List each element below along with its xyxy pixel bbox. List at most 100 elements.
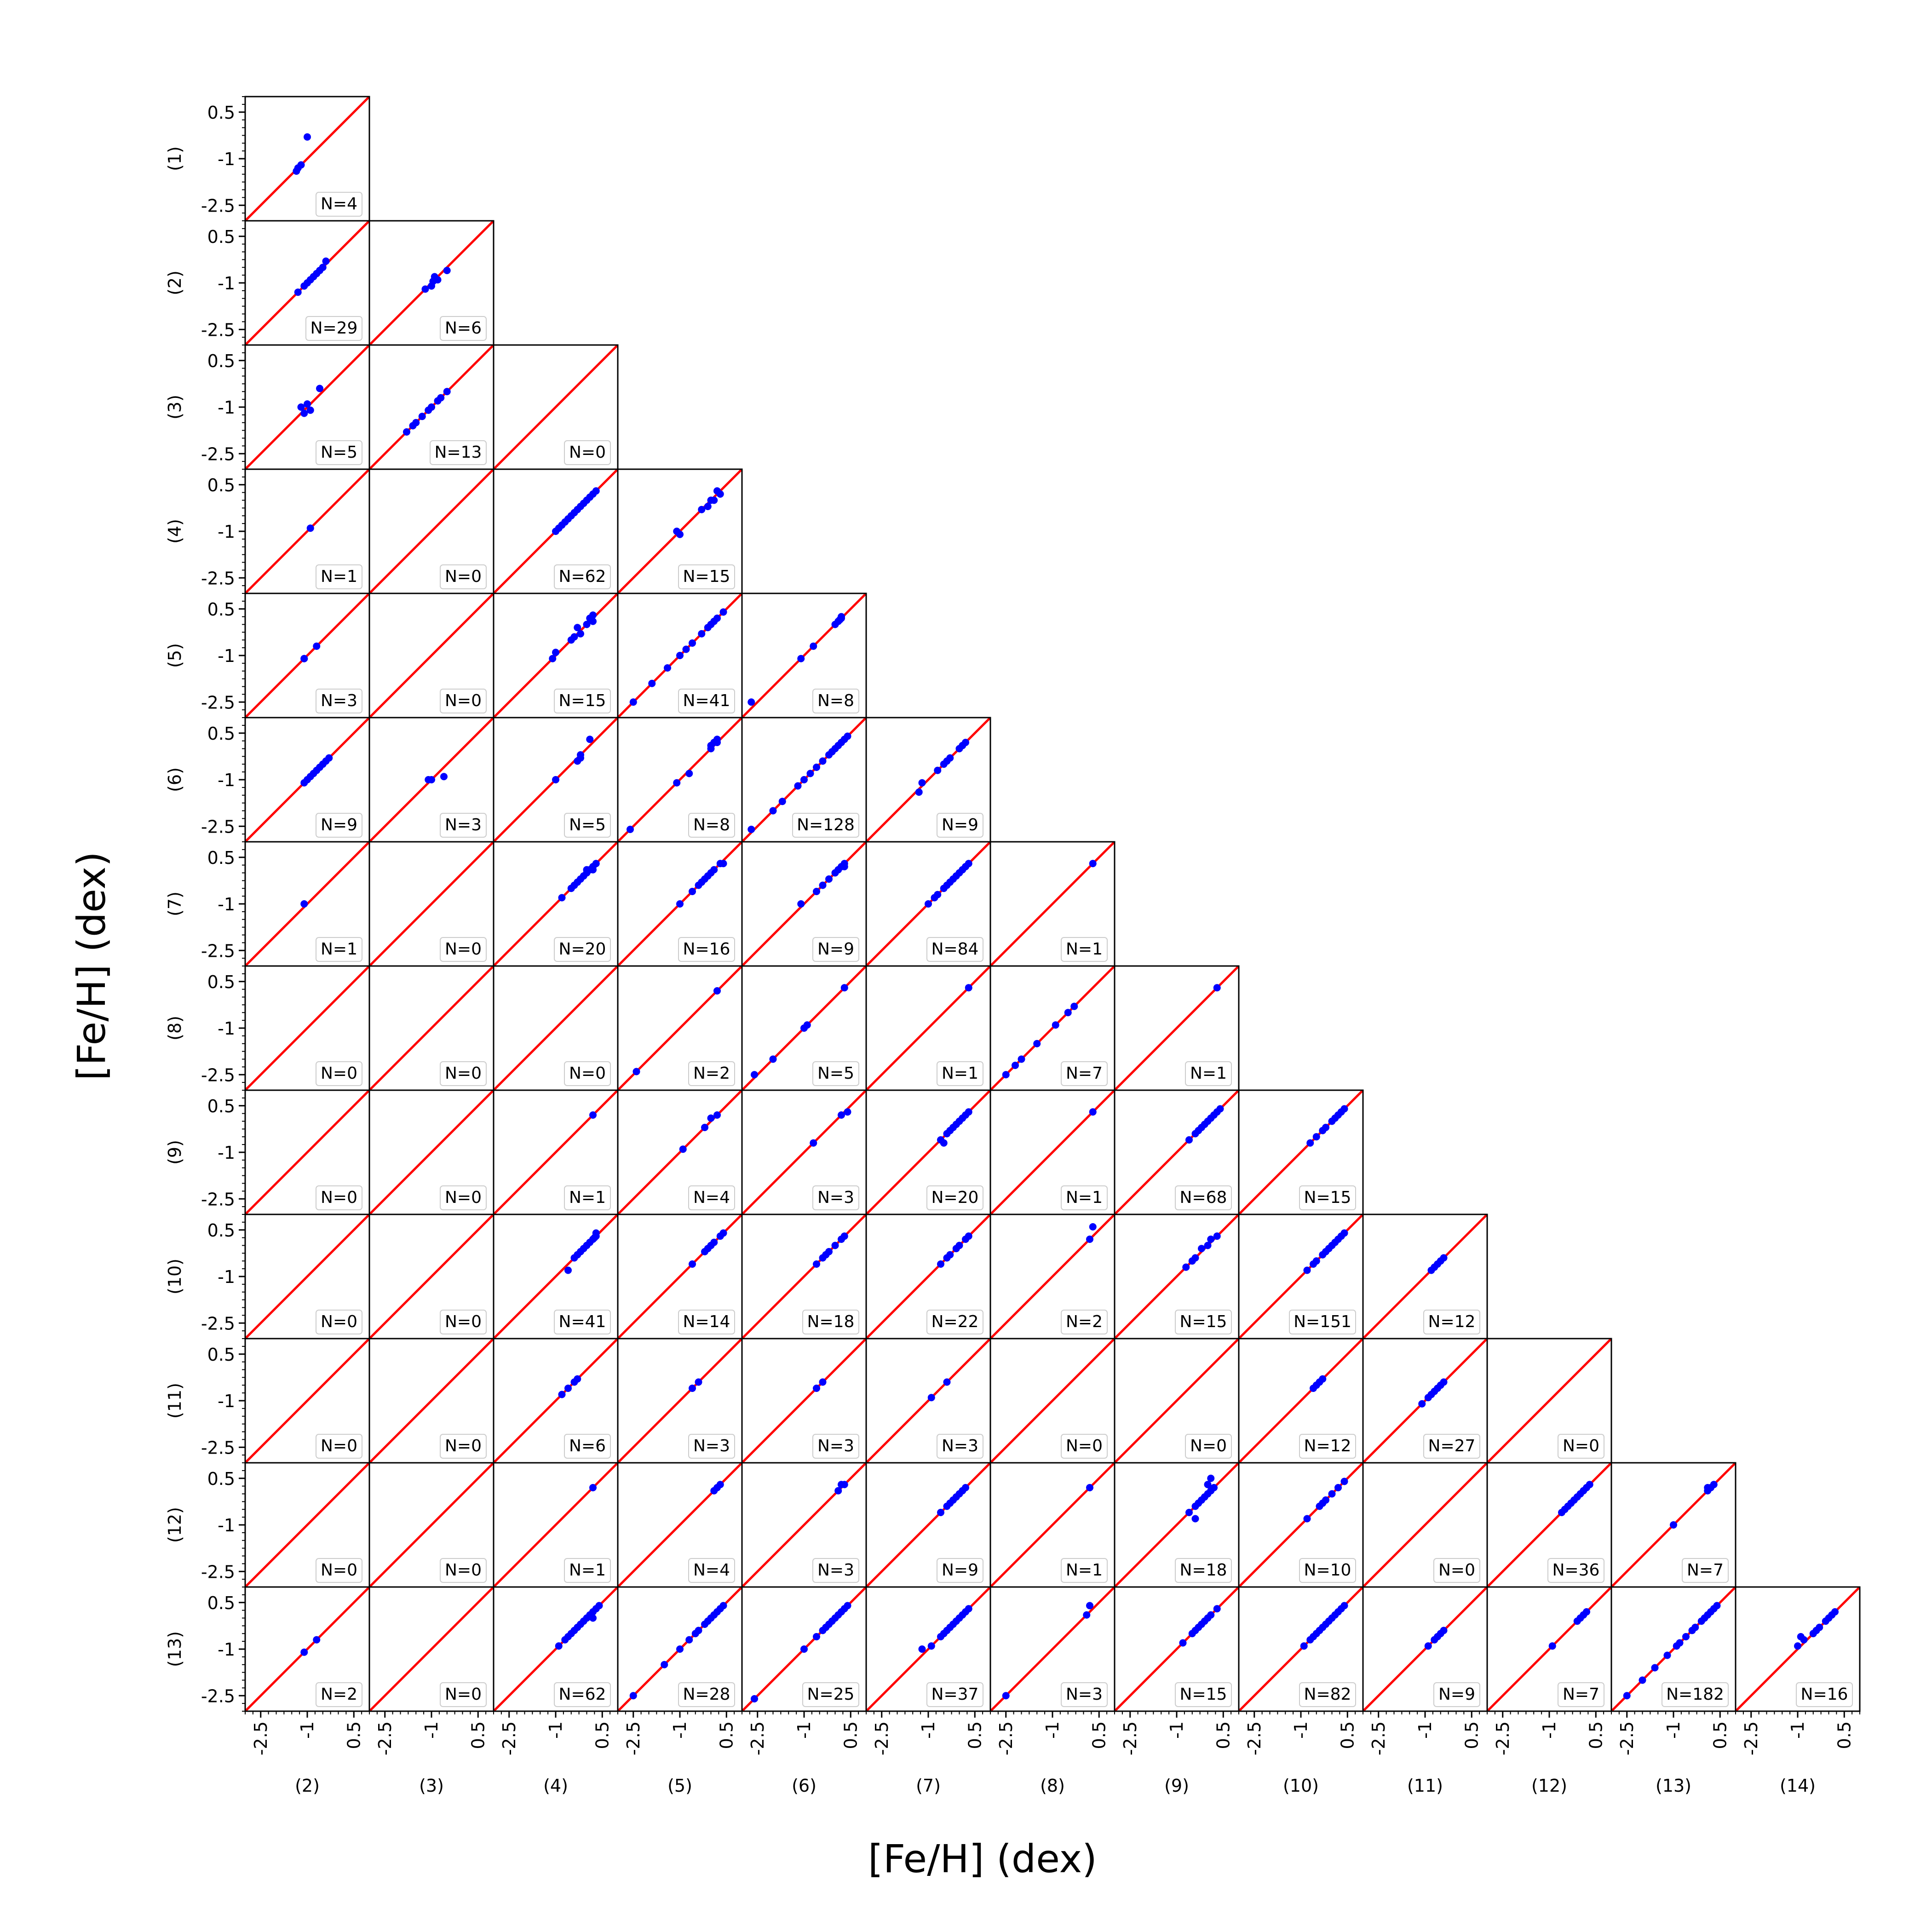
one-to-one-line — [494, 1090, 618, 1214]
y-tick-label: -1 — [218, 1639, 235, 1660]
panel-12-1: N=0 — [368, 1586, 494, 1712]
panel-12-5: N=37 — [865, 1586, 991, 1712]
data-point — [1331, 1114, 1339, 1122]
count-label: N=68 — [1180, 1188, 1227, 1207]
count-label: N=25 — [807, 1685, 855, 1704]
count-label: N=36 — [1552, 1561, 1600, 1580]
data-point — [1316, 1627, 1323, 1634]
data-point — [1086, 1602, 1093, 1610]
count-label: N=15 — [683, 567, 730, 586]
data-point — [1204, 1614, 1212, 1622]
y-tick-label: -1 — [218, 1143, 235, 1163]
count-box — [1423, 1310, 1480, 1334]
column-label: (6) — [792, 1776, 816, 1796]
data-point — [316, 764, 323, 771]
data-point — [716, 490, 724, 498]
panel-11-9: N=0 — [1362, 1462, 1488, 1588]
one-to-one-line — [1363, 1587, 1487, 1711]
data-point — [313, 642, 321, 650]
panel-plot-area — [245, 1463, 369, 1587]
x-tick-label: 0.5 — [1710, 1721, 1730, 1749]
data-point — [418, 413, 426, 420]
data-point — [1089, 860, 1097, 868]
panel-plot-area — [618, 718, 742, 842]
x-tick-label: 0.5 — [468, 1721, 488, 1749]
panel-plot-area — [742, 966, 866, 1090]
count-label: N=7 — [1066, 1064, 1103, 1083]
x-tick-label: -1 — [1539, 1721, 1559, 1739]
panel-8-7: N=68 — [1114, 1089, 1240, 1215]
count-box — [316, 1434, 362, 1459]
data-point — [564, 1385, 572, 1392]
count-label: N=28 — [683, 1685, 730, 1704]
x-tick-label: 0.5 — [1834, 1721, 1854, 1749]
y-tick-label: -2.5 — [201, 320, 235, 340]
data-point — [943, 1378, 951, 1386]
one-to-one-line — [245, 1463, 369, 1587]
count-label: N=0 — [1563, 1437, 1599, 1455]
data-point — [1424, 1642, 1432, 1650]
y-axis-ticks-10: 0.5 -1 -2.5 (11) — [165, 1338, 245, 1463]
panel-plot-area — [1115, 1339, 1239, 1463]
count-label: N=62 — [559, 1685, 606, 1704]
data-point — [803, 1021, 811, 1029]
panel-12-10: N=7 — [1486, 1586, 1612, 1712]
one-to-one-line — [1363, 1463, 1487, 1587]
x-tick-label: 0.5 — [1337, 1721, 1357, 1749]
panel-0-0: N=4 — [244, 96, 370, 222]
x-tick-label: -1 — [1291, 1721, 1311, 1739]
count-box — [440, 1682, 487, 1707]
panel-10-6: N=0 — [989, 1338, 1116, 1464]
count-label: N=0 — [445, 691, 482, 710]
panel-6-1: N=0 — [368, 841, 494, 967]
count-label: N=15 — [1180, 1312, 1227, 1331]
one-to-one-line — [494, 1339, 618, 1463]
panel-10-8: N=12 — [1238, 1338, 1364, 1464]
one-to-one-line — [245, 1339, 369, 1463]
count-box — [1185, 1061, 1232, 1086]
count-label: N=15 — [1180, 1685, 1227, 1704]
data-point — [1431, 1263, 1438, 1271]
count-box — [678, 1310, 735, 1334]
panel-8-4: N=3 — [741, 1089, 867, 1215]
count-box — [316, 1185, 362, 1210]
count-label: N=1 — [321, 567, 357, 586]
data-point — [713, 1608, 721, 1616]
panel-11-3: N=4 — [617, 1462, 743, 1588]
data-point — [748, 826, 755, 833]
data-point — [574, 878, 581, 886]
data-point — [428, 776, 435, 783]
data-point — [1561, 1506, 1569, 1513]
data-point — [825, 1621, 833, 1628]
panel-plot-area — [618, 1339, 742, 1463]
count-box — [440, 689, 487, 713]
count-label: N=14 — [683, 1312, 730, 1331]
row-label: (6) — [165, 767, 185, 792]
one-to-one-line — [245, 1214, 369, 1339]
count-box — [812, 689, 859, 713]
count-box — [937, 1061, 983, 1086]
x-axis-ticks-1: -2.5 -1 0.5 (3) — [369, 1711, 494, 1796]
data-point — [1576, 1614, 1584, 1622]
count-box — [1299, 1185, 1356, 1210]
data-point — [316, 385, 323, 392]
one-to-one-line — [369, 593, 494, 718]
data-point — [1002, 1692, 1010, 1700]
panel-10-9: N=27 — [1362, 1338, 1488, 1464]
y-tick-label: -2.5 — [201, 692, 235, 713]
count-label: N=6 — [569, 1437, 606, 1455]
data-point — [1567, 1499, 1575, 1507]
data-point — [1213, 1108, 1221, 1116]
y-tick-label: 0.5 — [207, 475, 235, 495]
data-point — [689, 1385, 696, 1392]
count-label: N=7 — [1687, 1561, 1724, 1580]
panel-plot-area — [494, 842, 618, 966]
data-point — [946, 1127, 954, 1134]
data-point — [838, 1236, 845, 1243]
count-label: N=0 — [445, 567, 482, 586]
count-label: N=18 — [1180, 1561, 1227, 1580]
count-box — [688, 1061, 735, 1086]
one-to-one-line — [1115, 1339, 1239, 1463]
panel-plot-area — [245, 593, 369, 718]
count-box — [812, 1434, 859, 1459]
